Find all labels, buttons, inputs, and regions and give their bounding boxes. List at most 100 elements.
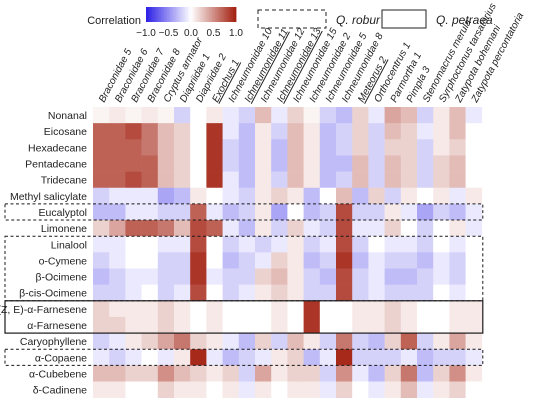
heatmap-cell xyxy=(141,284,159,302)
heatmap-cell xyxy=(417,300,434,318)
heatmap-cell xyxy=(417,365,434,382)
heatmap-cell xyxy=(141,171,159,189)
heatmap-cell xyxy=(125,300,142,318)
heatmap-cell xyxy=(449,252,466,269)
heatmap-cell xyxy=(287,349,304,366)
heatmap-cell xyxy=(319,381,337,398)
heatmap-cell xyxy=(400,252,418,269)
heatmap-cell xyxy=(287,252,304,269)
heatmap-cell xyxy=(368,365,385,382)
heatmap-cell xyxy=(222,123,240,140)
heatmap-cell xyxy=(255,252,272,269)
heatmap-cell xyxy=(433,349,450,366)
heatmap-cell xyxy=(238,300,256,318)
colorbar-tick-label: 1.0 xyxy=(229,28,243,39)
heatmap-cell xyxy=(125,107,142,124)
heatmap-cell xyxy=(206,107,223,124)
colorbar-tick-label: 0.0 xyxy=(184,28,198,39)
heatmap-cell xyxy=(141,333,159,350)
heatmap-cell xyxy=(109,155,126,172)
heatmap-cell xyxy=(449,316,466,334)
heatmap-cell xyxy=(190,300,207,318)
heatmap-cell xyxy=(336,187,353,205)
heatmap-cell xyxy=(384,236,402,253)
heatmap-cell xyxy=(400,316,418,334)
colorbar-segment xyxy=(159,7,162,22)
heatmap-cell xyxy=(109,123,126,140)
heatmap-cell xyxy=(400,333,418,350)
heatmap-cell xyxy=(417,171,434,189)
heatmap-cell xyxy=(190,171,207,189)
heatmap-cell xyxy=(287,236,304,253)
heatmap-cell xyxy=(174,365,191,382)
colorbar-segment xyxy=(186,7,189,22)
heatmap-cell xyxy=(271,381,288,398)
heatmap-cell xyxy=(287,381,304,398)
heatmap-cell xyxy=(303,139,321,156)
heatmap-cell xyxy=(238,252,256,269)
heatmap-cell xyxy=(368,139,385,156)
colorbar-segment xyxy=(212,7,214,22)
heatmap-cell xyxy=(303,381,321,398)
heatmap-cell xyxy=(384,171,402,189)
heatmap-cell xyxy=(109,268,126,285)
heatmap-cell xyxy=(368,203,385,221)
heatmap-cell xyxy=(287,203,304,221)
heatmap-cell xyxy=(417,236,434,253)
heatmap-cell xyxy=(238,171,256,189)
row-label-eucalyptol: Eucalyptol xyxy=(39,207,87,219)
heatmap-cell xyxy=(384,187,402,205)
heatmap-cell xyxy=(465,220,483,237)
heatmap-cell xyxy=(174,333,191,350)
heatmap-cell xyxy=(336,365,353,382)
heatmap-cell xyxy=(287,220,304,237)
heatmap-cell xyxy=(174,155,191,172)
heatmap-cell xyxy=(352,268,369,285)
heatmap-cell xyxy=(238,123,256,140)
colorbar-segment xyxy=(153,7,156,22)
heatmap-cell xyxy=(319,107,337,124)
colorbar-segment xyxy=(200,7,202,22)
heatmap-cell xyxy=(303,123,321,140)
row-label-tridecane: Tridecane xyxy=(41,175,87,187)
heatmap-cell xyxy=(93,381,110,398)
heatmap-cell xyxy=(287,300,304,318)
colorbar-segment xyxy=(161,7,163,22)
heatmap-cell xyxy=(109,107,126,124)
heatmap-cell xyxy=(109,381,126,398)
heatmap-cell xyxy=(303,284,321,302)
group-outline-q-robur xyxy=(4,203,484,221)
heatmap-cell xyxy=(417,203,434,221)
heatmap-cell xyxy=(400,203,418,221)
heatmap-cell xyxy=(465,123,483,140)
heatmap-cell xyxy=(433,203,450,221)
heatmap-cell xyxy=(287,316,304,334)
heatmap-cell xyxy=(109,300,126,318)
heatmap-cell xyxy=(465,268,483,285)
heatmap-cell xyxy=(352,316,369,334)
heatmap-cell xyxy=(255,187,272,205)
colorbar-segment xyxy=(185,7,187,22)
heatmap-cell xyxy=(255,300,272,318)
heatmap-cell xyxy=(255,171,272,189)
heatmap-cell xyxy=(449,107,466,124)
colorbar-segment xyxy=(174,7,177,22)
colorbar-segment xyxy=(188,7,190,22)
heatmap-cell xyxy=(206,381,223,398)
heatmap-cell xyxy=(287,155,304,172)
row-label-linalool: Linalool xyxy=(51,239,87,251)
heatmap-cell xyxy=(384,333,402,350)
group-outline-q-petraea xyxy=(4,300,484,334)
heatmap-cell xyxy=(400,139,418,156)
heatmap-cell xyxy=(255,203,272,221)
heatmap-cell xyxy=(190,155,207,172)
heatmap-cell xyxy=(433,220,450,237)
row-label-hexadecane: Hexadecane xyxy=(28,142,87,154)
heatmap-cell xyxy=(336,316,353,334)
heatmap-cell xyxy=(433,107,450,124)
heatmap-cell xyxy=(384,123,402,140)
heatmap-cell xyxy=(417,333,434,350)
heatmap-cell xyxy=(465,349,483,366)
heatmap-cell xyxy=(255,220,272,237)
